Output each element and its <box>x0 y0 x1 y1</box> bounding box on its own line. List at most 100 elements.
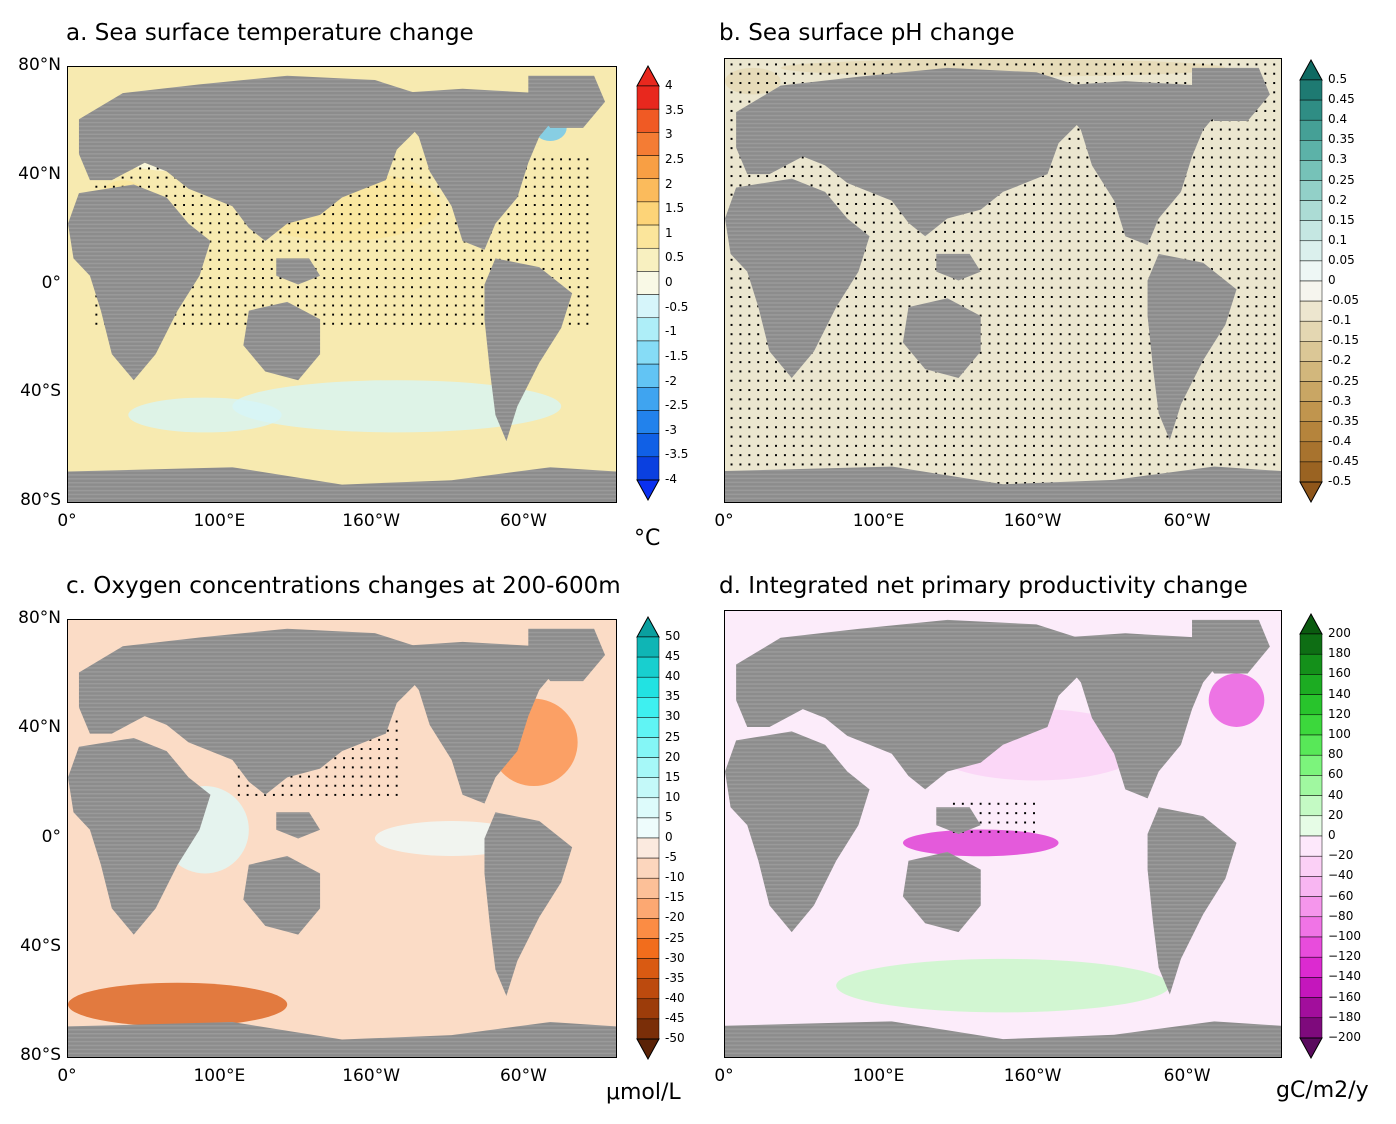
colorbar-segment <box>636 817 660 839</box>
colorbar-segment <box>636 717 660 738</box>
colorbar-tick-label: 40 <box>665 669 681 684</box>
land-north-america <box>1058 633 1226 799</box>
land-australia <box>243 855 321 935</box>
colorbar-segment <box>1299 441 1323 463</box>
colorbar-tick-label: -30 <box>665 950 685 965</box>
colorbar-tick-label: -0.15 <box>1328 333 1360 348</box>
colorbar-tick-label: -0.5 <box>1328 474 1352 488</box>
colorbar-tick-label: -3.5 <box>665 447 689 462</box>
land-indonesia <box>276 258 321 285</box>
field-anomaly <box>725 67 781 95</box>
lon-label: 160°W <box>1003 1066 1062 1086</box>
land-greenland <box>528 628 606 682</box>
land-eurasia <box>736 619 1092 790</box>
colorbar-segment <box>636 132 660 156</box>
land-australia <box>243 301 321 381</box>
colorbar-segment <box>1299 855 1323 877</box>
colorbar-tick-label: −160 <box>1328 989 1361 1004</box>
colorbar-tick-label: -35 <box>665 970 685 985</box>
colorbar-tick-label: 1 <box>665 225 673 240</box>
colorbar-segment <box>1299 160 1323 181</box>
colorbar-segment <box>1299 674 1323 695</box>
colorbar-segment <box>1299 754 1323 776</box>
lat-label: 0° <box>41 826 61 847</box>
lon-label: 100°E <box>193 1066 246 1086</box>
colorbar-tick-label: 4 <box>665 78 673 92</box>
colorbar-tick-label: -40 <box>665 990 685 1005</box>
colorbar-tick-label: 0.5 <box>1328 72 1348 86</box>
colorbar-segment <box>636 363 660 388</box>
colorbar-segment <box>1299 714 1323 736</box>
lat-label: 0° <box>41 272 61 293</box>
colorbar-tick-label: 0 <box>665 275 673 289</box>
colorbar-segment <box>1299 280 1323 302</box>
colorbar-tick-label: 0.35 <box>1328 132 1355 147</box>
land-eurasia <box>736 67 1092 237</box>
colorbar-tick-label: 2.5 <box>665 151 685 166</box>
colorbar-segment <box>636 340 660 365</box>
colorbar-segment <box>1299 200 1323 221</box>
panel-title: c. Oxygen concentrations changes at 200-… <box>66 573 621 599</box>
colorbar-tick-label: 50 <box>665 629 681 643</box>
colorbar-tick-label: -2 <box>665 373 677 388</box>
colorbar-tick-label: 100 <box>1328 727 1351 741</box>
land-africa <box>68 184 211 381</box>
colorbar-segment <box>636 797 660 819</box>
colorbar-tick-label: 0 <box>665 830 673 844</box>
colorbar-tick-label: 40 <box>1328 787 1344 802</box>
colorbar-tick-label: −120 <box>1328 949 1361 964</box>
colorbar-segment <box>636 656 660 678</box>
colorbar-segment <box>1299 461 1323 483</box>
lat-label: 80°N <box>18 55 61 75</box>
colorbar-segment <box>636 737 660 758</box>
colorbar-tick-label: 80 <box>1328 747 1344 762</box>
colorbar-segment <box>1299 936 1323 958</box>
colorbar-tick-label: -3 <box>665 422 677 437</box>
colorbar-segment <box>636 697 660 718</box>
colorbar-segment <box>636 877 660 899</box>
land-antarctica <box>68 1022 616 1057</box>
land-north-america <box>1058 81 1226 246</box>
colorbar-segment <box>636 1018 660 1040</box>
colorbar-segment <box>1299 119 1323 141</box>
colorbar-tick-label: 0.45 <box>1328 92 1355 107</box>
colorbar-tick-label: −180 <box>1328 1009 1361 1024</box>
colorbar-segment <box>636 918 660 939</box>
colorbar-tick-label: 160 <box>1328 666 1351 681</box>
colorbar-tick-label: -15 <box>665 890 685 905</box>
colorbar <box>1299 613 1323 1059</box>
land-greenland <box>528 75 606 128</box>
colorbar-tick-label: 20 <box>665 749 681 764</box>
colorbar <box>636 616 660 1060</box>
field-anomaly <box>836 958 1170 1013</box>
colorbar-segment <box>1299 260 1323 282</box>
colorbar-segment <box>1299 956 1323 978</box>
field-anomaly <box>68 982 288 1027</box>
colorbar-tick-label: -4 <box>665 472 677 486</box>
land-australia <box>902 298 981 378</box>
colorbar-segment <box>636 433 660 458</box>
colorbar-tick-label: -1 <box>665 324 677 339</box>
colorbar-tick-label: 140 <box>1328 686 1351 701</box>
land-africa <box>725 731 870 933</box>
colorbar-segment <box>636 85 660 110</box>
land-africa <box>725 178 870 378</box>
land-north-america <box>396 88 562 250</box>
colorbar-tick-label: 35 <box>665 689 681 704</box>
unit-label: gC/m2/y <box>1276 1078 1369 1103</box>
colorbar-tick-label: -2.5 <box>665 398 689 413</box>
colorbar-segment <box>636 857 660 879</box>
colorbar-segment <box>1299 694 1323 716</box>
colorbar-segment <box>636 108 660 133</box>
lon-label: 0° <box>714 511 734 531</box>
lat-label: 80°S <box>20 490 61 510</box>
colorbar-segment <box>636 938 660 959</box>
colorbar-arrow-top <box>1299 59 1323 81</box>
colorbar-tick-label: −200 <box>1328 1030 1361 1044</box>
colorbar-tick-label: -25 <box>665 930 685 945</box>
colorbar-segment <box>1299 320 1323 342</box>
lon-label: 160°W <box>342 1066 401 1086</box>
colorbar-segment <box>1299 1017 1323 1039</box>
land-south-america <box>1147 807 1237 995</box>
map-svg <box>68 67 616 502</box>
